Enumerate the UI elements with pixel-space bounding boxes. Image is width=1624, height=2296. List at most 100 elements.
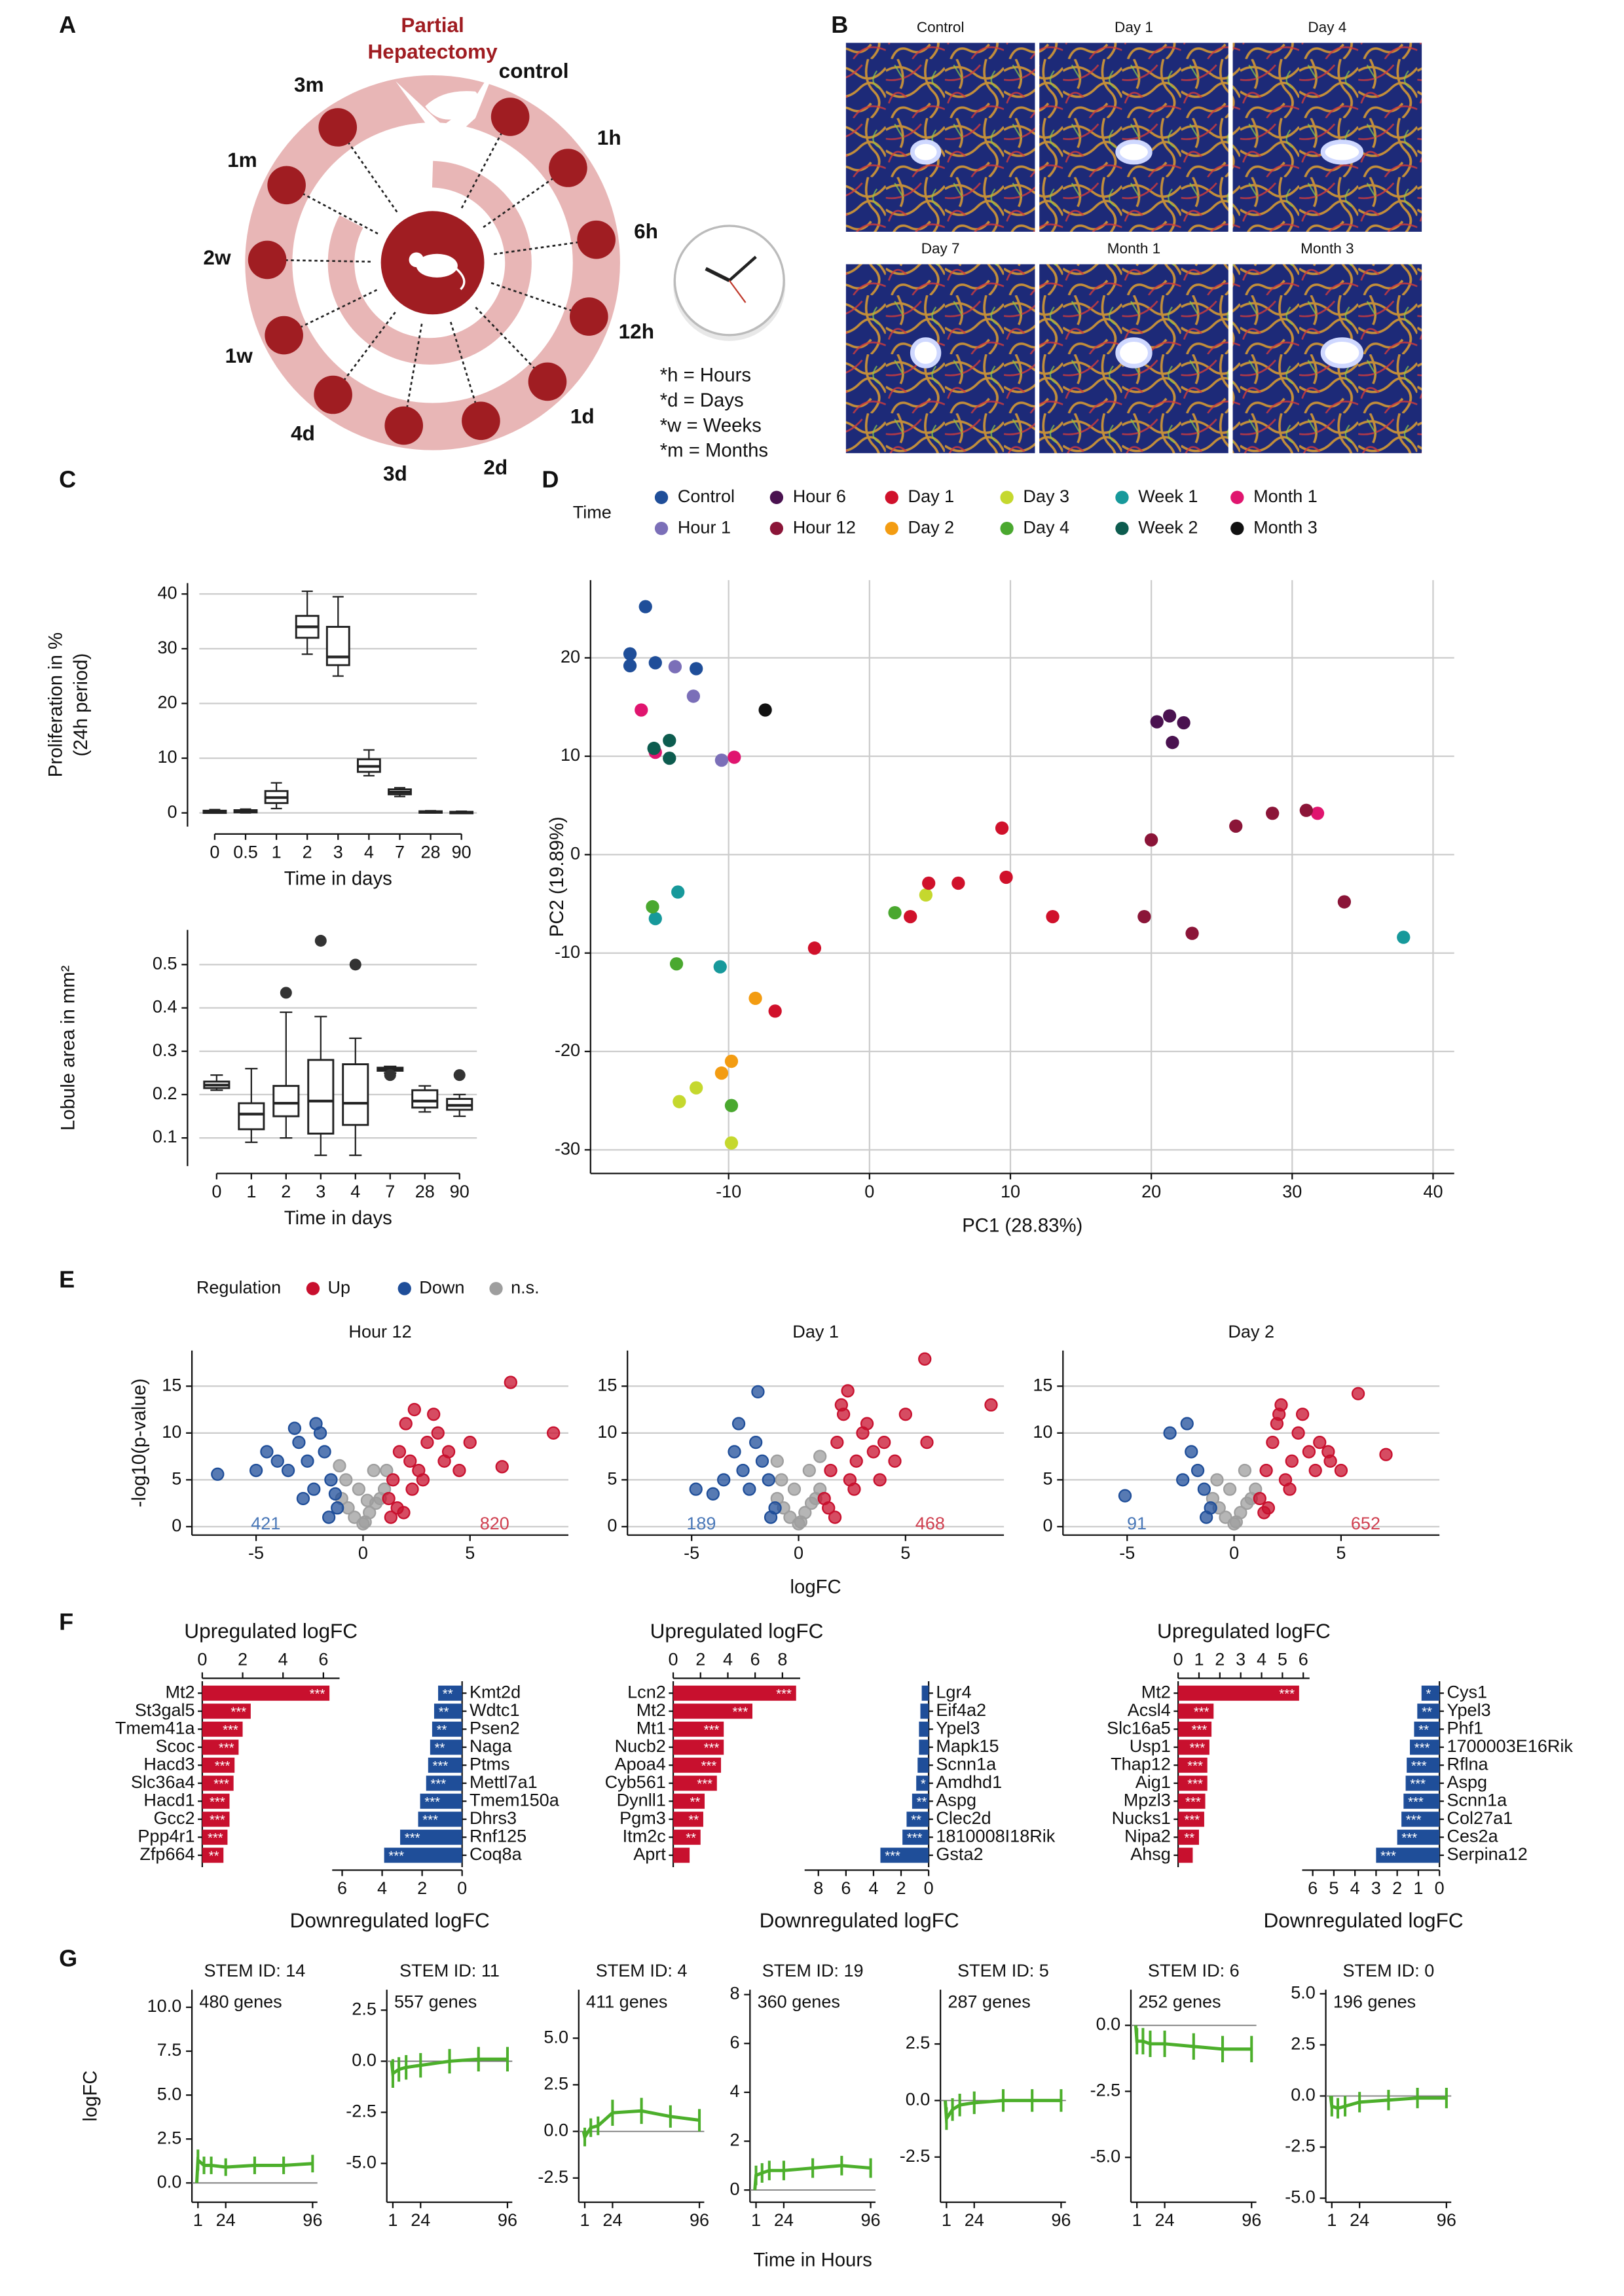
- title: Hepatectomy: [368, 40, 498, 64]
- category-label: Scoc: [155, 1736, 194, 1756]
- point: [1259, 1463, 1273, 1478]
- timepoint-dot: [462, 401, 500, 441]
- value-label: **: [686, 1831, 696, 1846]
- x-tick-label: 1: [272, 842, 282, 862]
- y-tick-label: 2.5: [157, 2128, 182, 2147]
- x-tick-label: 96: [1242, 2210, 1261, 2230]
- timepoint-label: 1h: [597, 126, 621, 149]
- point: [904, 909, 917, 924]
- point: [1210, 1473, 1224, 1487]
- legend-swatch: [1000, 490, 1014, 504]
- point: [1283, 1482, 1297, 1496]
- count-label: 652: [1351, 1514, 1380, 1533]
- category-label: Ypel3: [1447, 1700, 1490, 1720]
- legend-label: Day 2: [908, 517, 955, 537]
- point: [920, 1435, 934, 1449]
- point: [822, 1501, 836, 1515]
- bar: [1414, 1721, 1440, 1737]
- category-label: Mt1: [637, 1718, 666, 1738]
- y-tick-label: 15: [597, 1375, 617, 1394]
- value-label: ***: [701, 1759, 717, 1774]
- point: [724, 1099, 739, 1112]
- x-tick-label: 2: [1215, 1650, 1225, 1669]
- y-tick-label: 5.0: [157, 2084, 182, 2104]
- x-tick-label: -10: [716, 1182, 741, 1201]
- vein: [1320, 337, 1364, 369]
- category-label: Slc36a4: [131, 1772, 195, 1792]
- value-label: ***: [1189, 1741, 1205, 1755]
- point: [1162, 709, 1177, 723]
- point: [495, 1460, 509, 1474]
- point: [1150, 715, 1164, 729]
- image-title: Day 1: [1115, 19, 1153, 35]
- point: [1166, 735, 1179, 750]
- x-tick-label: 6: [1299, 1650, 1308, 1669]
- micrograph: [845, 264, 1035, 454]
- y-tick-label: 4: [729, 2081, 739, 2101]
- x-tick-label: 1: [1413, 1878, 1423, 1898]
- point: [717, 1473, 731, 1487]
- point: [669, 957, 684, 971]
- timepoints: control 1h 6h 12h 1d 2d 3d 4d 1w 2w 1m 3m: [203, 59, 658, 485]
- x-tick-label: 6: [841, 1878, 851, 1898]
- bar: [673, 1740, 724, 1755]
- point: [1351, 1387, 1365, 1400]
- point: [416, 1473, 430, 1487]
- point: [1219, 1510, 1232, 1524]
- box: [238, 1102, 265, 1131]
- point: [755, 1454, 769, 1468]
- point: [686, 689, 701, 703]
- value-label: **: [1418, 1723, 1429, 1738]
- point: [802, 1463, 816, 1478]
- bar: [384, 1848, 462, 1863]
- timepoint-dot: [570, 297, 608, 336]
- point: [919, 888, 933, 902]
- bar: [921, 1685, 929, 1701]
- point: [749, 1435, 763, 1449]
- x-tick-label: 1: [246, 1182, 256, 1201]
- annotation: 196 genes: [1333, 1992, 1416, 2012]
- bar: [673, 1776, 717, 1791]
- value-label: ***: [885, 1849, 900, 1863]
- value-label: **: [911, 1813, 921, 1827]
- x-tick-label: 4: [364, 842, 374, 862]
- category-label: Mapk15: [936, 1736, 999, 1756]
- y-tick-label: 10: [561, 745, 580, 765]
- value-label: ***: [1401, 1831, 1417, 1846]
- y-tick-label: 0: [607, 1516, 617, 1535]
- spiral: [327, 160, 532, 365]
- point: [731, 1417, 746, 1430]
- y-tick-label: -30: [555, 1139, 580, 1158]
- point: [984, 1398, 998, 1412]
- x-tick-label: 7: [395, 842, 405, 862]
- bar: [432, 1721, 462, 1737]
- value-label: ***: [1187, 1759, 1203, 1774]
- point: [751, 1385, 765, 1399]
- x-tick-label: 3: [1371, 1878, 1381, 1898]
- category-label: Rflna: [1447, 1754, 1488, 1774]
- y-tick-label: 2.5: [1291, 2034, 1316, 2054]
- bar: [202, 1740, 239, 1755]
- vein: [910, 139, 942, 165]
- x-tick-label: 1: [1327, 2210, 1337, 2230]
- panel-a: Partial Hepatectomy control 1h 6h 12h 1d 2d 3d…: [203, 13, 786, 485]
- point: [1180, 1417, 1194, 1430]
- chart-title: STEM ID: 19: [762, 1961, 864, 1980]
- category-label: 1700003E16Rik: [1447, 1736, 1573, 1756]
- category-label: Ppp4r1: [138, 1826, 194, 1846]
- category-label: Aspg: [936, 1790, 976, 1810]
- x-tick-label: 0: [864, 1182, 874, 1201]
- category-label: Eif4a2: [936, 1700, 986, 1720]
- legend-swatch: [1115, 522, 1129, 536]
- panel-label: D: [542, 466, 559, 493]
- category-label: Mettl7a1: [470, 1772, 538, 1792]
- x-tick-label: 5: [900, 1543, 910, 1563]
- legend-label: Day 1: [908, 486, 955, 506]
- bar: [912, 1793, 929, 1809]
- count-label: 189: [686, 1514, 716, 1533]
- legend-label: Hour 12: [793, 517, 856, 537]
- bar: [202, 1685, 330, 1701]
- bar: [202, 1721, 243, 1737]
- annotation: 411 genes: [586, 1992, 667, 2012]
- x-tick-label: 8: [777, 1650, 787, 1669]
